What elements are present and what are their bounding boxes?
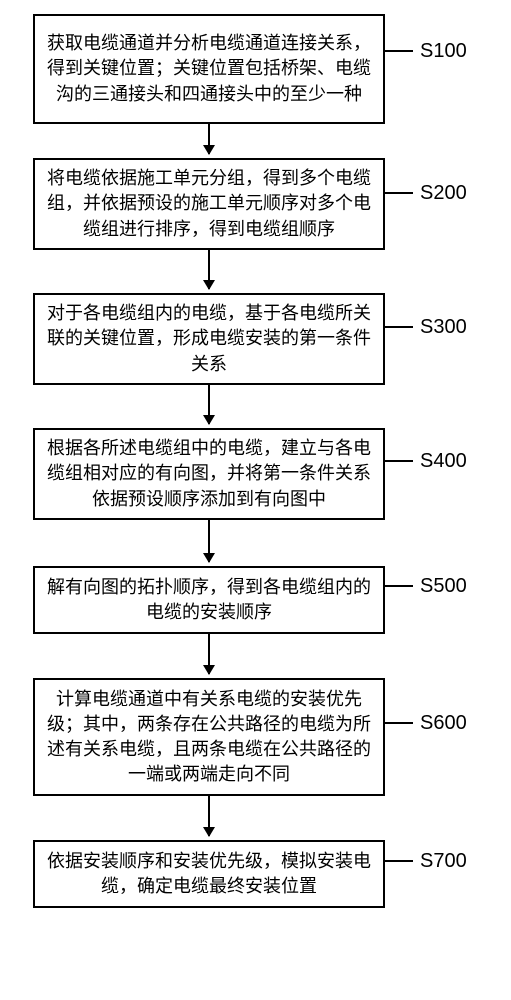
step-box-s100: 获取电缆通道并分析电缆通道连接关系，得到关键位置；关键位置包括桥架、电缆沟的三通… xyxy=(33,14,385,124)
step-text: 对于各电缆组内的电缆，基于各电缆所关联的关键位置，形成电缆安装的第一条件关系 xyxy=(45,301,373,377)
lead-line xyxy=(385,460,413,462)
step-label-s200: S200 xyxy=(420,182,467,205)
lead-line xyxy=(385,326,413,328)
arrow-down-icon xyxy=(208,250,210,289)
step-text: 根据各所述电缆组中的电缆，建立与各电缆组相对应的有向图，并将第一条件关系依据预设… xyxy=(45,436,373,512)
step-text: 将电缆依据施工单元分组，得到多个电缆组，并依据预设的施工单元顺序对多个电缆组进行… xyxy=(45,166,373,242)
arrow-down-icon xyxy=(208,124,210,154)
step-text: 计算电缆通道中有关系电缆的安装优先级；其中，两条存在公共路径的电缆为所述有关系电… xyxy=(45,687,373,788)
step-text: 依据安装顺序和安装优先级，模拟安装电缆，确定电缆最终安装位置 xyxy=(45,849,373,899)
step-box-s700: 依据安装顺序和安装优先级，模拟安装电缆，确定电缆最终安装位置 xyxy=(33,840,385,908)
arrow-down-icon xyxy=(208,520,210,562)
step-label-s700: S700 xyxy=(420,850,467,873)
step-label-s400: S400 xyxy=(420,450,467,473)
step-box-s500: 解有向图的拓扑顺序，得到各电缆组内的电缆的安装顺序 xyxy=(33,566,385,634)
arrow-down-icon xyxy=(208,634,210,674)
step-text: 获取电缆通道并分析电缆通道连接关系，得到关键位置；关键位置包括桥架、电缆沟的三通… xyxy=(45,31,373,107)
flowchart-container: 获取电缆通道并分析电缆通道连接关系，得到关键位置；关键位置包括桥架、电缆沟的三通… xyxy=(0,0,511,1000)
lead-line xyxy=(385,860,413,862)
step-label-s300: S300 xyxy=(420,316,467,339)
arrow-down-icon xyxy=(208,385,210,424)
step-label-s100: S100 xyxy=(420,40,467,63)
step-box-s600: 计算电缆通道中有关系电缆的安装优先级；其中，两条存在公共路径的电缆为所述有关系电… xyxy=(33,678,385,796)
lead-line xyxy=(385,50,413,52)
lead-line xyxy=(385,192,413,194)
step-label-s600: S600 xyxy=(420,712,467,735)
arrow-down-icon xyxy=(208,796,210,836)
step-box-s200: 将电缆依据施工单元分组，得到多个电缆组，并依据预设的施工单元顺序对多个电缆组进行… xyxy=(33,158,385,250)
step-label-s500: S500 xyxy=(420,575,467,598)
step-box-s300: 对于各电缆组内的电缆，基于各电缆所关联的关键位置，形成电缆安装的第一条件关系 xyxy=(33,293,385,385)
step-text: 解有向图的拓扑顺序，得到各电缆组内的电缆的安装顺序 xyxy=(45,575,373,625)
lead-line xyxy=(385,585,413,587)
lead-line xyxy=(385,722,413,724)
step-box-s400: 根据各所述电缆组中的电缆，建立与各电缆组相对应的有向图，并将第一条件关系依据预设… xyxy=(33,428,385,520)
